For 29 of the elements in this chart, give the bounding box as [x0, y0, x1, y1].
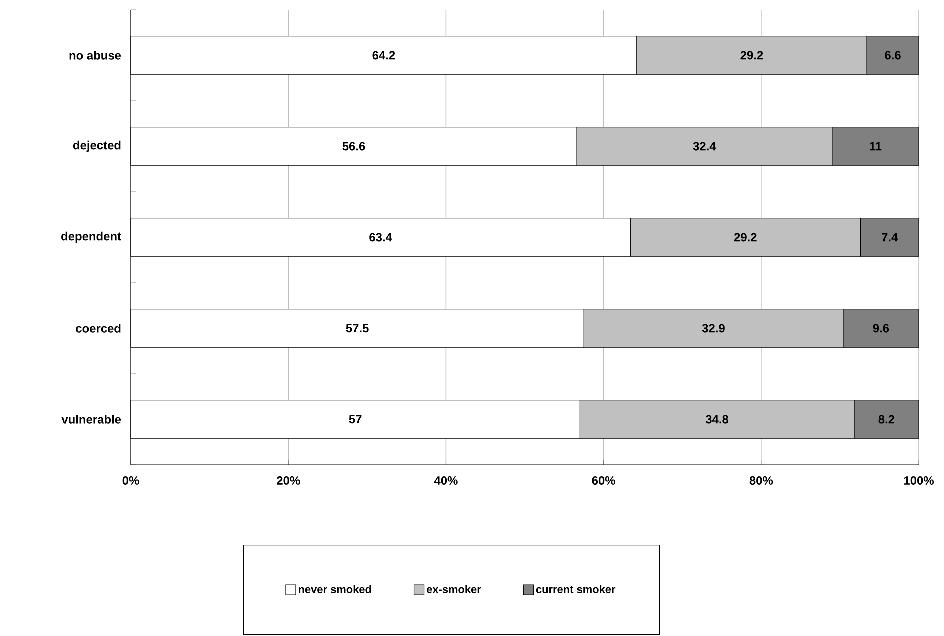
data-label: 56.6 [342, 142, 366, 151]
data-label: 57 [349, 415, 362, 424]
data-label: 32.9 [702, 324, 725, 333]
y-tick-label: dejected [73, 140, 121, 152]
x-tick-label: 20% [277, 476, 300, 485]
x-tick-label: 40% [434, 476, 458, 485]
x-tick-label: 60% [592, 476, 616, 485]
x-tick-label: 80% [750, 476, 774, 485]
data-label: 57.5 [346, 324, 369, 333]
data-label: 9.6 [873, 324, 890, 333]
data-label: 63.4 [370, 233, 392, 242]
x-tick-label: 100% [904, 476, 934, 485]
y-tick-label: dependent [62, 232, 122, 244]
legend-label: ex-smoker [426, 585, 482, 594]
legend-label: current smoker [536, 585, 616, 594]
y-tick-label: coerced [76, 324, 121, 333]
data-label: 29.2 [734, 233, 757, 242]
data-label: 6.6 [885, 51, 901, 60]
data-label: 11 [870, 142, 882, 151]
data-label: 29.2 [740, 51, 764, 60]
data-label: 34.8 [706, 415, 729, 424]
data-label: 7.4 [882, 233, 898, 242]
data-label: 32.4 [693, 142, 716, 151]
y-tick-label: vulnerable [62, 415, 122, 424]
y-tick-label: no abuse [70, 51, 122, 60]
data-label: 64.2 [372, 51, 396, 60]
data-label: 8.2 [878, 415, 895, 424]
x-tick-label: 0% [122, 476, 140, 485]
legend-label: never smoked [298, 585, 372, 594]
